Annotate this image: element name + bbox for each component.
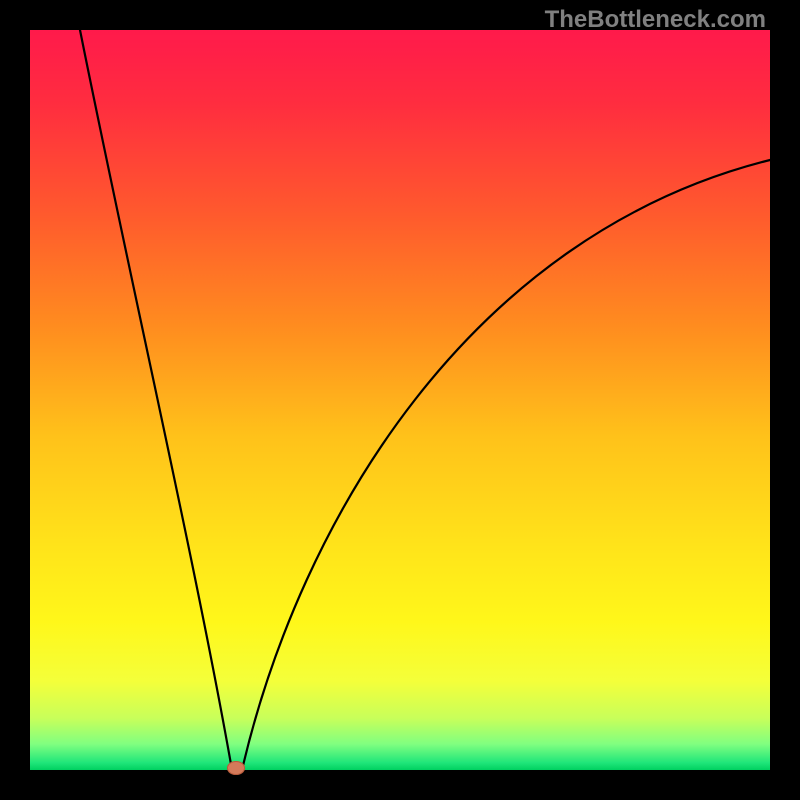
watermark-text: TheBottleneck.com xyxy=(545,6,766,34)
chart-container: TheBottleneck.com xyxy=(0,0,800,800)
vertex-marker xyxy=(227,761,245,775)
plot-background-gradient xyxy=(30,30,770,770)
